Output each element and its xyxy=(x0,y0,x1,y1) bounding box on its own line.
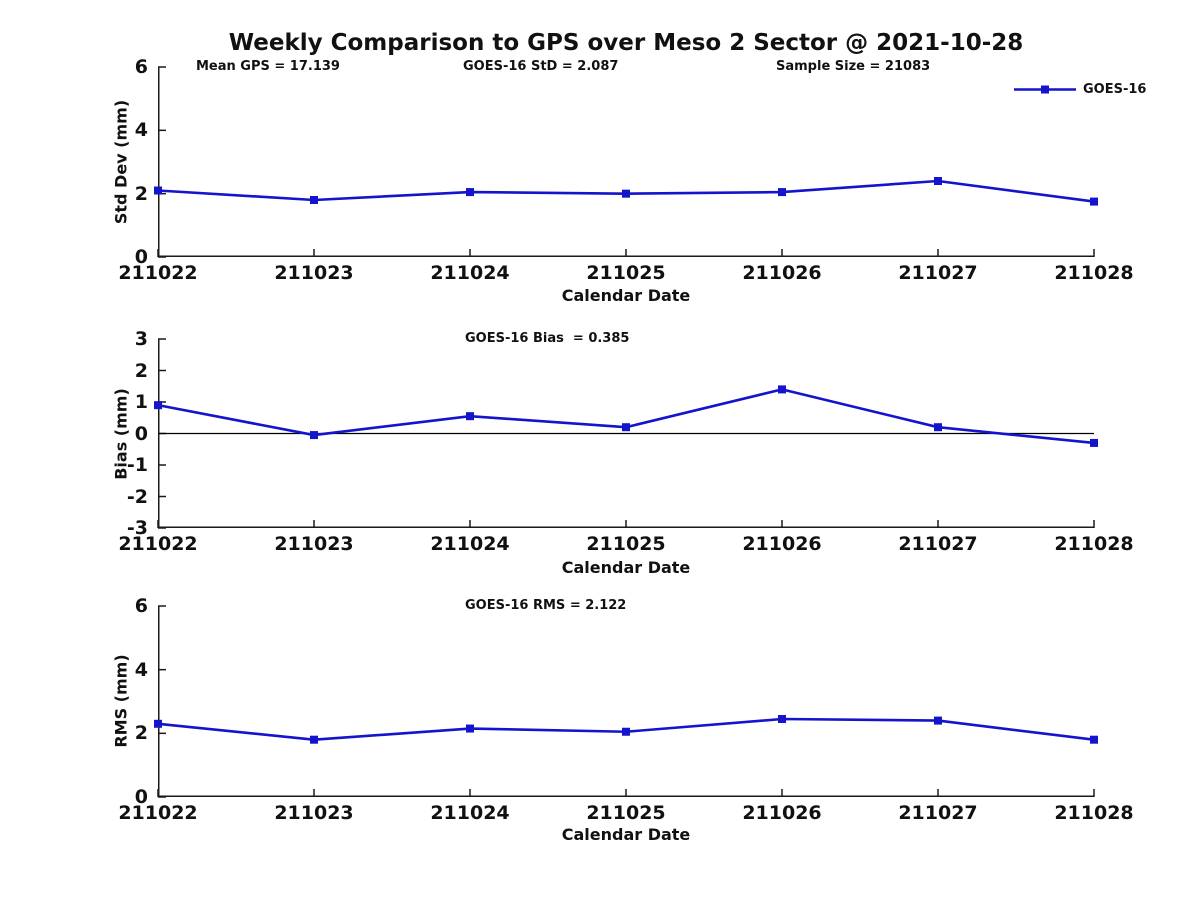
data-point-marker xyxy=(778,188,786,197)
data-point-marker xyxy=(934,177,942,185)
x-axis-label: Calendar Date xyxy=(561,558,691,577)
data-point-marker xyxy=(622,423,630,432)
std-dev-plot-area xyxy=(154,66,1098,258)
x-tick-label: 211023 xyxy=(274,802,354,824)
data-point-marker xyxy=(1090,735,1098,744)
y-tick-label: 2 xyxy=(134,182,148,205)
x-tick-label: 211025 xyxy=(586,262,666,284)
x-tick-label: 211028 xyxy=(1054,802,1134,824)
data-point-marker xyxy=(466,724,474,733)
annotation-goes16-std: GOES-16 StD = 2.087 xyxy=(463,59,619,74)
data-point-marker xyxy=(1090,438,1098,447)
y-tick-label: -1 xyxy=(126,454,148,476)
x-tick-label: 211027 xyxy=(898,802,978,824)
data-point-marker xyxy=(622,189,630,198)
subplot-bias: Bias (mm) GOES-16 Bias = 0.385 Calendar … xyxy=(0,328,1200,584)
data-point-marker xyxy=(1090,197,1098,206)
subplot-std-dev: Std Dev (mm) Mean GPS = 17.139 GOES-16 S… xyxy=(0,56,1200,312)
y-tick-label: 1 xyxy=(134,391,148,413)
annotation-mean-gps: Mean GPS = 17.139 xyxy=(196,59,340,74)
legend-label: GOES-16 xyxy=(1083,82,1147,97)
x-tick-label: 211026 xyxy=(742,802,822,824)
x-tick-label: 211027 xyxy=(898,262,978,284)
y-tick-label: 4 xyxy=(134,119,148,142)
y-tick-label: 0 xyxy=(134,246,148,268)
data-point-marker xyxy=(934,423,942,432)
data-point-marker xyxy=(154,186,162,195)
subplot-rms: RMS (mm) GOES-16 RMS = 2.122 Calendar Da… xyxy=(0,595,1200,851)
y-tick-label: -2 xyxy=(126,485,148,508)
x-tick-label: 211024 xyxy=(430,262,510,284)
x-tick-label: 211028 xyxy=(1054,533,1134,555)
annotation-goes16-bias: GOES-16 Bias = 0.385 xyxy=(465,331,630,346)
x-tick-label: 211022 xyxy=(118,533,198,555)
data-point-marker xyxy=(778,385,786,394)
x-tick-label: 211026 xyxy=(742,262,822,284)
data-point-marker xyxy=(154,719,162,728)
bias-plot-area xyxy=(154,338,1098,529)
x-tick-label: 211025 xyxy=(586,533,666,555)
y-tick-label: 4 xyxy=(134,658,148,681)
y-tick-label: 0 xyxy=(134,422,148,445)
y-tick-label: 6 xyxy=(134,595,148,617)
rms-plot-area xyxy=(154,605,1098,798)
x-axis-label: Calendar Date xyxy=(561,825,691,844)
y-tick-label: 2 xyxy=(134,722,148,745)
data-point-marker xyxy=(310,735,318,744)
y-tick-label: 2 xyxy=(134,359,148,382)
annotation-goes16-rms: GOES-16 RMS = 2.122 xyxy=(465,598,627,613)
data-point-marker xyxy=(466,412,474,421)
x-tick-label: 211022 xyxy=(118,802,198,824)
figure-title: Weekly Comparison to GPS over Meso 2 Sec… xyxy=(228,30,1024,56)
y-tick-label: 6 xyxy=(134,56,148,78)
goes16-line xyxy=(157,388,1095,445)
x-tick-label: 211024 xyxy=(430,802,510,824)
x-tick-label: 211025 xyxy=(586,802,666,824)
x-tick-label: 211024 xyxy=(430,533,510,555)
data-point-marker xyxy=(310,196,318,204)
x-axis-label: Calendar Date xyxy=(561,286,691,305)
y-tick-label: 3 xyxy=(134,328,148,350)
data-point-marker xyxy=(934,716,942,725)
x-tick-label: 211023 xyxy=(274,262,354,284)
x-tick-label: 211023 xyxy=(274,533,354,555)
x-tick-label: 211027 xyxy=(898,533,978,555)
y-tick-label: -3 xyxy=(126,517,148,539)
data-point-marker xyxy=(310,431,318,440)
data-point-marker xyxy=(154,401,162,410)
annotation-sample-size: Sample Size = 21083 xyxy=(776,59,931,74)
y-tick-label: 0 xyxy=(134,786,148,808)
x-tick-label: 211026 xyxy=(742,533,822,555)
data-point-marker xyxy=(778,715,786,724)
x-tick-label: 211028 xyxy=(1054,262,1134,284)
legend: GOES-16 xyxy=(1014,82,1146,97)
data-point-marker xyxy=(622,727,630,736)
x-tick-label: 211022 xyxy=(118,262,198,284)
data-point-marker xyxy=(466,188,474,197)
legend-line-marker-icon xyxy=(1014,85,1076,94)
